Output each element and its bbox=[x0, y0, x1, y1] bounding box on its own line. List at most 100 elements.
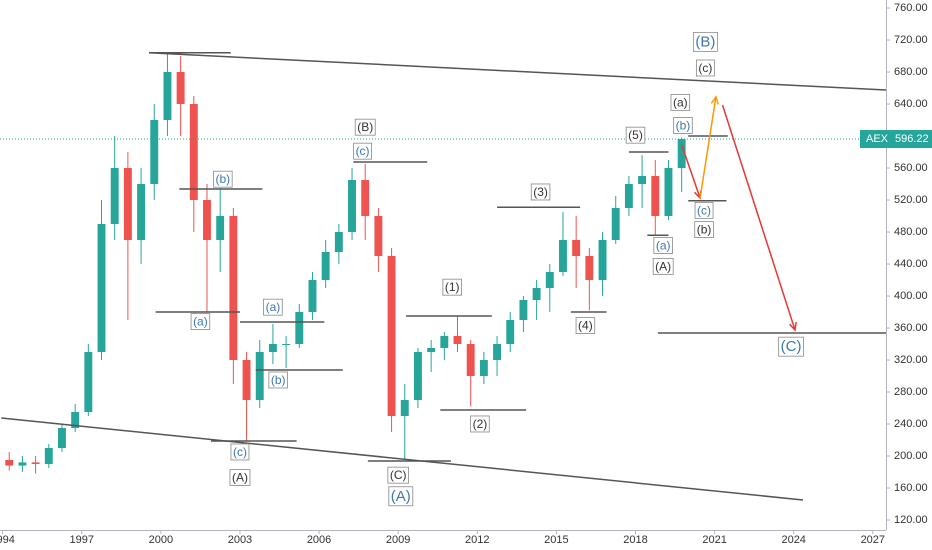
candle-body bbox=[572, 240, 581, 256]
candle-body bbox=[5, 460, 14, 466]
candle-body bbox=[216, 216, 225, 240]
y-tick-label: 720.00 bbox=[894, 34, 928, 46]
wave-label-box bbox=[694, 221, 714, 238]
arrow-line bbox=[680, 144, 701, 199]
y-tick-label: 360.00 bbox=[894, 322, 928, 334]
candle-body bbox=[598, 240, 607, 280]
candle-body bbox=[203, 200, 211, 240]
x-tick-label: 2024 bbox=[781, 534, 805, 546]
candle-body bbox=[400, 400, 409, 416]
wave-label-box bbox=[653, 237, 673, 254]
y-tick-label: 680.00 bbox=[894, 66, 928, 78]
wave-label: (a) bbox=[656, 239, 671, 253]
wave-label-box bbox=[652, 257, 674, 275]
candle-body bbox=[71, 412, 80, 428]
price-tag-value: 596.22 bbox=[895, 133, 929, 145]
wave-label: (2) bbox=[473, 417, 488, 431]
candle-body bbox=[150, 120, 159, 184]
wave-label-box bbox=[625, 126, 646, 144]
wave-label: (4) bbox=[578, 319, 593, 333]
y-tick-label: 400.00 bbox=[894, 290, 928, 302]
candle-body bbox=[58, 428, 66, 448]
y-tick-label: 120.00 bbox=[894, 514, 928, 526]
candle-body bbox=[348, 180, 356, 232]
candle-body bbox=[664, 168, 673, 216]
candle-body bbox=[18, 462, 27, 466]
candle-body bbox=[242, 360, 251, 400]
wave-label: (b) bbox=[697, 223, 712, 237]
wave-label: (c) bbox=[233, 445, 247, 459]
y-tick-label: 160.00 bbox=[894, 482, 928, 494]
wave-label: (A) bbox=[232, 471, 248, 485]
wave-label-box bbox=[470, 415, 490, 433]
candle-body bbox=[176, 72, 185, 104]
arrow-head bbox=[788, 321, 797, 332]
price-tag-name: AEX bbox=[866, 133, 889, 145]
candle-body bbox=[268, 344, 277, 352]
y-tick-label: 640.00 bbox=[894, 98, 928, 110]
candle-body bbox=[189, 104, 198, 200]
wave-label-box bbox=[263, 298, 283, 316]
candle-body bbox=[624, 184, 633, 208]
candle-body bbox=[545, 272, 554, 288]
x-tick-label: 2009 bbox=[386, 534, 410, 546]
wave-label: (a) bbox=[266, 300, 281, 314]
wave-label: (B) bbox=[695, 33, 715, 50]
candle-body bbox=[295, 312, 304, 344]
candle-body bbox=[651, 176, 660, 216]
candle-body bbox=[361, 180, 370, 216]
wave-label: (b) bbox=[676, 119, 691, 133]
candle-body bbox=[427, 348, 436, 352]
x-tick-label: 1994 bbox=[0, 534, 15, 546]
candle-body bbox=[638, 176, 647, 184]
candle-body bbox=[110, 168, 119, 224]
y-tick-label: 240.00 bbox=[894, 418, 928, 430]
trend-line bbox=[148, 52, 887, 91]
wave-label: (b) bbox=[215, 172, 230, 186]
wave-label-box bbox=[673, 117, 693, 134]
candle-body bbox=[559, 240, 567, 272]
candle-body bbox=[677, 139, 686, 168]
y-tick-label: 440.00 bbox=[894, 258, 928, 270]
wave-label-box bbox=[388, 486, 414, 507]
wave-label: (a) bbox=[193, 315, 208, 329]
y-tick-label: 320.00 bbox=[894, 354, 928, 366]
candle-body bbox=[137, 184, 146, 240]
candle-body bbox=[84, 352, 93, 412]
candle-body bbox=[453, 336, 462, 344]
x-tick-label: 2012 bbox=[465, 534, 489, 546]
wave-label-box bbox=[530, 183, 551, 201]
candle-body bbox=[308, 280, 317, 312]
wave-label-box bbox=[575, 317, 596, 334]
candle-body bbox=[321, 252, 330, 280]
candle-body bbox=[440, 336, 449, 348]
y-tick-label: 520.00 bbox=[894, 194, 928, 206]
x-tick-label: 2003 bbox=[228, 534, 252, 546]
candle-body bbox=[123, 168, 132, 240]
wave-label-box bbox=[268, 371, 288, 389]
candle-body bbox=[387, 256, 396, 416]
wave-label-box bbox=[229, 469, 251, 486]
wave-label: (1) bbox=[445, 280, 460, 294]
wave-label: (c) bbox=[356, 144, 370, 158]
candle-body bbox=[532, 288, 541, 300]
candle-body bbox=[413, 352, 422, 400]
wave-label: (3) bbox=[533, 185, 548, 199]
arrow-line bbox=[699, 96, 717, 199]
arrow-head bbox=[710, 95, 719, 105]
wave-label-box bbox=[354, 118, 376, 136]
wave-label: (B) bbox=[357, 120, 373, 134]
wave-label-box bbox=[387, 466, 409, 484]
candle-body bbox=[374, 216, 383, 256]
y-tick-label: 280.00 bbox=[894, 386, 928, 398]
wave-label: (a) bbox=[673, 95, 688, 109]
x-tick-label: 2000 bbox=[149, 534, 173, 546]
candle-body bbox=[31, 462, 40, 464]
wave-label-box bbox=[213, 170, 233, 188]
candle-body bbox=[163, 72, 172, 120]
wave-label: (A) bbox=[391, 488, 411, 505]
wave-label: (c) bbox=[697, 203, 711, 217]
x-tick-label: 2018 bbox=[623, 534, 647, 546]
candle-body bbox=[479, 360, 488, 376]
